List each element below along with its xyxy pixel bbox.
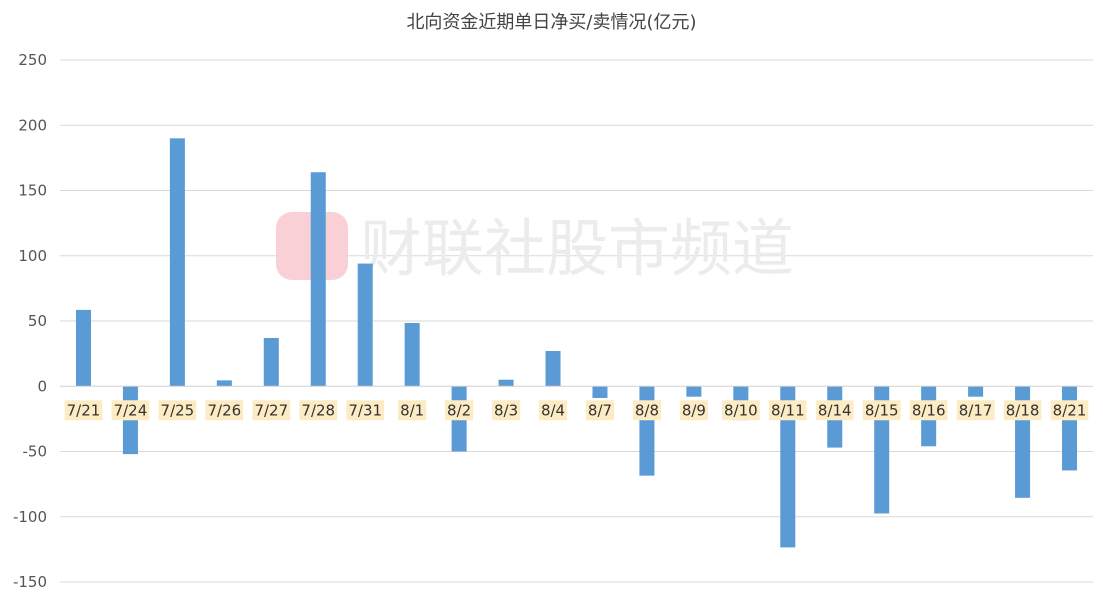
bar <box>263 337 279 387</box>
bar <box>1062 386 1078 471</box>
bar <box>216 380 232 387</box>
chart-title: 北向资金近期单日净买/卖情况(亿元) <box>406 12 697 33</box>
bar <box>357 263 373 387</box>
x-tick-label-highlight <box>956 400 995 421</box>
x-tick-label: 8/17 <box>959 401 993 419</box>
y-axis-ticks: 250 200 150 100 50 0 -50 -100 -150 <box>13 51 47 591</box>
bar <box>404 322 420 387</box>
x-tick-label: 8/15 <box>865 401 899 419</box>
x-tick: 8/17 <box>956 400 995 421</box>
x-tick-label-highlight <box>252 400 291 421</box>
x-tick: 8/11 <box>768 400 807 421</box>
y-tick-label: -50 <box>23 443 48 461</box>
y-tick-label: 250 <box>18 51 47 69</box>
x-tick: 7/31 <box>346 400 385 421</box>
x-tick: 8/8 <box>632 400 662 421</box>
x-tick-label: 8/2 <box>447 401 471 419</box>
x-tick-label-highlight <box>491 400 521 421</box>
x-tick: 7/27 <box>252 400 291 421</box>
x-tick: 7/25 <box>158 400 197 421</box>
bar <box>686 386 702 397</box>
watermark-text: 财联社股市频道 <box>360 212 794 285</box>
x-tick-label-highlight <box>111 400 150 421</box>
x-tick-label: 8/10 <box>724 401 758 419</box>
x-tick: 8/9 <box>679 400 708 421</box>
x-tick: 7/28 <box>299 400 338 421</box>
bar <box>310 172 326 387</box>
x-tick-label-highlight <box>158 400 197 421</box>
grid-lines <box>60 59 1093 583</box>
x-tick: 8/14 <box>815 400 854 421</box>
bar <box>169 138 185 387</box>
x-axis-ticks: 7/21 7/24 7/25 7/26 7/27 7/28 7/31 8/1 8/2 8/3 8/4… <box>64 400 1089 421</box>
x-tick-label: 8/7 <box>588 401 612 419</box>
x-tick-label-highlight <box>909 400 948 421</box>
x-tick: 8/7 <box>585 400 615 421</box>
x-tick-label: 7/27 <box>254 401 288 419</box>
x-tick-label-highlight <box>768 400 807 421</box>
x-tick: 8/4 <box>538 400 568 421</box>
y-tick-label: -100 <box>13 508 47 526</box>
x-tick: 8/16 <box>909 400 948 421</box>
bar <box>545 351 561 387</box>
y-tick-label: 150 <box>18 182 47 200</box>
x-tick-label: 8/14 <box>818 401 852 419</box>
x-tick-label-highlight <box>205 400 244 421</box>
x-tick-label-highlight <box>346 400 385 421</box>
y-tick-label: 50 <box>28 312 47 330</box>
x-tick-label: 8/9 <box>682 401 706 419</box>
x-tick-label: 7/24 <box>114 401 148 419</box>
x-tick-label-highlight <box>64 400 103 421</box>
bars <box>75 138 1078 548</box>
x-tick: 8/15 <box>862 400 901 421</box>
y-tick-label: 200 <box>18 116 47 134</box>
x-tick-label-highlight <box>299 400 338 421</box>
x-tick-label: 8/8 <box>635 401 659 419</box>
bar <box>75 309 91 387</box>
x-tick-label-highlight <box>398 400 427 421</box>
y-tick-label: 0 <box>37 377 47 395</box>
x-tick-label: 7/31 <box>348 401 382 419</box>
x-tick-label: 7/28 <box>301 401 335 419</box>
x-tick: 7/21 <box>64 400 103 421</box>
x-tick-label: 7/21 <box>67 401 101 419</box>
bar <box>639 386 655 476</box>
x-tick-label: 8/18 <box>1006 401 1040 419</box>
x-tick-label-highlight <box>445 400 474 421</box>
x-tick-label: 8/11 <box>771 401 805 419</box>
x-tick-label-highlight <box>1050 400 1089 421</box>
x-tick: 7/24 <box>111 400 150 421</box>
bar <box>592 386 608 398</box>
x-tick-label-highlight <box>679 400 708 421</box>
x-tick-label-highlight <box>862 400 901 421</box>
x-tick-label: 8/1 <box>400 401 424 419</box>
bar <box>968 386 984 397</box>
bar <box>498 379 514 387</box>
x-tick-label-highlight <box>815 400 854 421</box>
x-tick-label: 8/21 <box>1053 401 1087 419</box>
x-tick: 8/1 <box>398 400 427 421</box>
y-tick-label: 100 <box>18 247 47 265</box>
x-tick-label: 8/3 <box>494 401 518 419</box>
x-tick-label-highlight <box>632 400 662 421</box>
x-tick: 8/2 <box>445 400 474 421</box>
x-tick: 8/21 <box>1050 400 1089 421</box>
x-tick: 8/3 <box>491 400 521 421</box>
x-tick-label-highlight <box>585 400 615 421</box>
x-tick-label: 7/26 <box>207 401 241 419</box>
x-tick-label-highlight <box>721 400 760 421</box>
x-tick-label: 8/16 <box>912 401 946 419</box>
x-tick: 8/10 <box>721 400 760 421</box>
x-tick-label: 8/4 <box>541 401 565 419</box>
y-tick-label: -150 <box>13 573 47 591</box>
x-tick-label-highlight <box>1003 400 1042 421</box>
x-tick: 8/18 <box>1003 400 1042 421</box>
watermark: 财联社股市频道 <box>276 212 794 285</box>
x-tick-label: 7/25 <box>161 401 195 419</box>
x-tick: 7/26 <box>205 400 244 421</box>
x-tick-label-highlight <box>538 400 568 421</box>
bar <box>780 386 796 548</box>
